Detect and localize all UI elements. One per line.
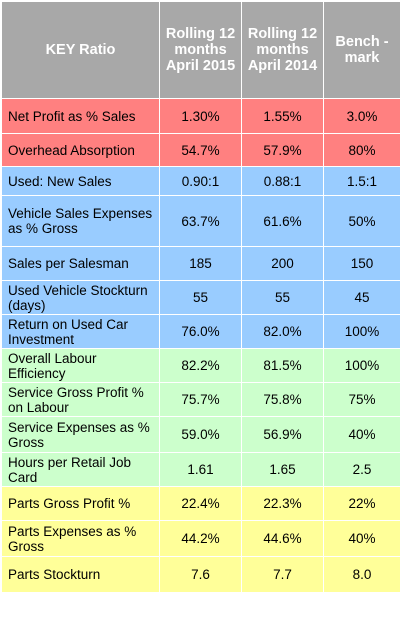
value-2014: 57.9% [241,133,324,167]
table-row: Overall Labour Efficiency 82.2% 81.5% 10… [1,348,401,383]
ratio-label: Parts Expenses as % Gross [1,520,160,557]
value-benchmark: 50% [323,195,401,247]
ratio-label: Parts Stockturn [1,556,160,593]
value-2015: 75.7% [159,382,242,417]
value-2014: 75.8% [241,382,324,417]
value-2014: 1.65 [241,452,324,487]
header-2015: Rolling 12 months April 2015 [159,1,242,99]
value-2014: 0.88:1 [241,166,324,196]
header-2014: Rolling 12 months April 2014 [241,1,324,99]
ratio-label: Parts Gross Profit % [1,486,160,521]
value-2015: 1.30% [159,98,242,134]
key-ratio-table: KEY Ratio Rolling 12 months April 2015 R… [1,1,401,593]
ratio-label: Vehicle Sales Expenses as % Gross [1,195,160,247]
table-row: Vehicle Sales Expenses as % Gross 63.7% … [1,195,401,247]
value-2014: 22.3% [241,486,324,521]
value-2014: 82.0% [241,314,324,349]
value-2015: 54.7% [159,133,242,167]
header-benchmark: Bench -mark [323,1,401,99]
ratio-label: Used: New Sales [1,166,160,196]
value-2014: 44.6% [241,520,324,557]
table-row: Sales per Salesman 185 200 150 [1,246,401,281]
table-row: Service Expenses as % Gross 59.0% 56.9% … [1,416,401,453]
value-2015: 63.7% [159,195,242,247]
value-2015: 44.2% [159,520,242,557]
ratio-label: Net Profit as % Sales [1,98,160,134]
value-benchmark: 2.5 [323,452,401,487]
ratio-label: Used Vehicle Stockturn (days) [1,280,160,315]
value-benchmark: 1.5:1 [323,166,401,196]
value-benchmark: 100% [323,314,401,349]
ratio-label: Service Gross Profit % on Labour [1,382,160,417]
value-2014: 200 [241,246,324,281]
value-benchmark: 40% [323,416,401,453]
value-benchmark: 45 [323,280,401,315]
value-2015: 0.90:1 [159,166,242,196]
value-2014: 56.9% [241,416,324,453]
table-row: Return on Used Car Investment 76.0% 82.0… [1,314,401,349]
value-2015: 59.0% [159,416,242,453]
table-row: Parts Stockturn 7.6 7.7 8.0 [1,556,401,593]
value-2015: 55 [159,280,242,315]
value-benchmark: 3.0% [323,98,401,134]
header-row: KEY Ratio Rolling 12 months April 2015 R… [1,1,401,99]
table-row: Overhead Absorption 54.7% 57.9% 80% [1,133,401,167]
value-2014: 1.55% [241,98,324,134]
value-benchmark: 75% [323,382,401,417]
value-2014: 81.5% [241,348,324,383]
table-row: Net Profit as % Sales 1.30% 1.55% 3.0% [1,98,401,134]
value-2014: 55 [241,280,324,315]
value-2014: 61.6% [241,195,324,247]
table-row: Service Gross Profit % on Labour 75.7% 7… [1,382,401,417]
table-row: Parts Expenses as % Gross 44.2% 44.6% 40… [1,520,401,557]
ratio-label: Service Expenses as % Gross [1,416,160,453]
table-row: Used: New Sales 0.90:1 0.88:1 1.5:1 [1,166,401,196]
value-2015: 82.2% [159,348,242,383]
value-benchmark: 22% [323,486,401,521]
ratio-label: Overall Labour Efficiency [1,348,160,383]
ratio-label: Return on Used Car Investment [1,314,160,349]
value-benchmark: 8.0 [323,556,401,593]
header-key-ratio: KEY Ratio [1,1,160,99]
value-2015: 76.0% [159,314,242,349]
value-2014: 7.7 [241,556,324,593]
value-2015: 185 [159,246,242,281]
value-benchmark: 100% [323,348,401,383]
ratio-label: Sales per Salesman [1,246,160,281]
value-benchmark: 80% [323,133,401,167]
table-row: Hours per Retail Job Card 1.61 1.65 2.5 [1,452,401,487]
value-2015: 22.4% [159,486,242,521]
value-benchmark: 40% [323,520,401,557]
value-benchmark: 150 [323,246,401,281]
table-row: Parts Gross Profit % 22.4% 22.3% 22% [1,486,401,521]
table-row: Used Vehicle Stockturn (days) 55 55 45 [1,280,401,315]
ratio-label: Overhead Absorption [1,133,160,167]
value-2015: 7.6 [159,556,242,593]
ratio-label: Hours per Retail Job Card [1,452,160,487]
value-2015: 1.61 [159,452,242,487]
